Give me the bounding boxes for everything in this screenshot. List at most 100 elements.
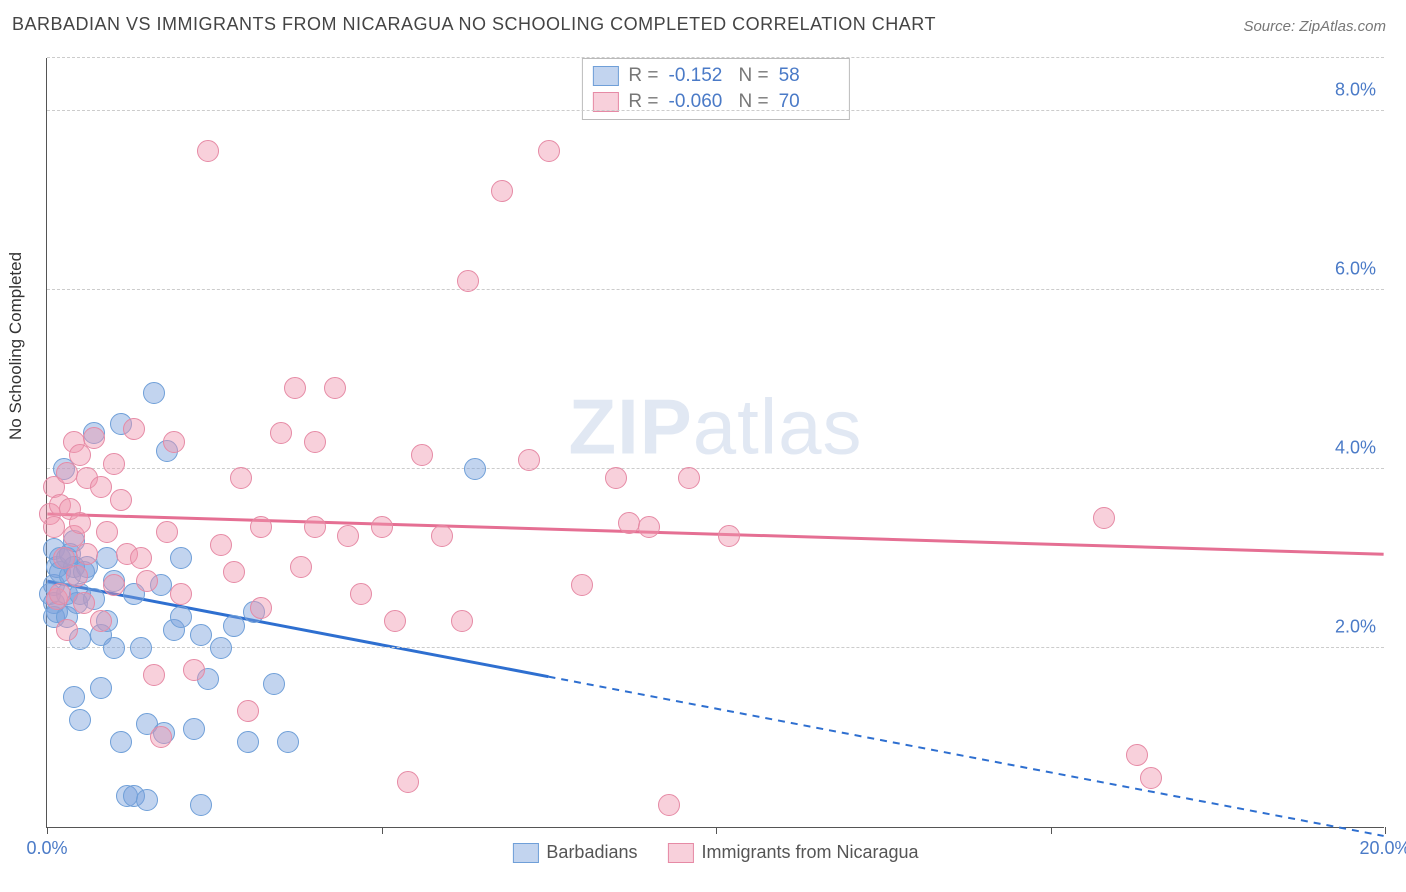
data-point [103,574,125,596]
data-point [337,525,359,547]
plot-area: ZIPatlas R =-0.152N =58R =-0.060N =70 Ba… [46,58,1384,828]
legend-swatch [512,843,538,863]
data-point [678,467,700,489]
data-point [223,615,245,637]
y-axis-label: No Schooling Completed [6,252,26,440]
data-point [464,458,486,480]
data-point [150,726,172,748]
legend-series-label: Immigrants from Nicaragua [702,842,919,863]
data-point [658,794,680,816]
data-point [143,382,165,404]
data-point [130,547,152,569]
legend-row: R =-0.060N =70 [592,89,838,115]
legend-r-label: R = [628,65,658,87]
data-point [284,377,306,399]
data-point [130,637,152,659]
gridline-h [47,110,1384,111]
data-point [156,521,178,543]
data-point [270,422,292,444]
data-point [371,516,393,538]
data-point [718,525,740,547]
data-point [73,592,95,614]
data-point [83,427,105,449]
data-point [290,556,312,578]
data-point [103,637,125,659]
data-point [123,418,145,440]
data-point [518,449,540,471]
y-tick-label: 6.0% [1335,258,1376,279]
x-tick [382,827,383,834]
data-point [210,534,232,556]
legend-n-value: 58 [779,65,839,87]
data-point [190,794,212,816]
x-tick [1385,827,1386,834]
data-point [250,516,272,538]
data-point [56,462,78,484]
data-point [237,700,259,722]
data-point [210,637,232,659]
data-point [110,489,132,511]
data-point [69,512,91,534]
data-point [1140,767,1162,789]
y-tick-label: 8.0% [1335,79,1376,100]
data-point [277,731,299,753]
data-point [1126,744,1148,766]
series-legend: Barbadians Immigrants from Nicaragua [512,842,918,863]
x-tick [47,827,48,834]
data-point [69,709,91,731]
data-point [163,431,185,453]
data-point [618,512,640,534]
x-tick-label: 0.0% [26,838,67,859]
data-point [136,570,158,592]
data-point [605,467,627,489]
data-point [190,624,212,646]
chart-container: BARBADIAN VS IMMIGRANTS FROM NICARAGUA N… [0,0,1406,892]
trend-line [47,514,1383,554]
data-point [457,270,479,292]
legend-item: Immigrants from Nicaragua [668,842,919,863]
x-tick [1051,827,1052,834]
data-point [56,619,78,641]
data-point [170,583,192,605]
data-point [350,583,372,605]
data-point [397,771,419,793]
data-point [451,610,473,632]
data-point [230,467,252,489]
y-tick-label: 2.0% [1335,616,1376,637]
data-point [183,718,205,740]
data-point [69,444,91,466]
data-point [49,583,71,605]
y-tick-label: 4.0% [1335,437,1376,458]
data-point [143,664,165,686]
data-point [170,606,192,628]
data-point [304,431,326,453]
data-point [571,574,593,596]
data-point [263,673,285,695]
gridline-h [47,57,1384,58]
legend-row: R =-0.152N =58 [592,63,838,89]
source-label: Source: ZipAtlas.com [1243,18,1386,35]
legend-swatch [592,66,618,86]
data-point [90,677,112,699]
data-point [250,597,272,619]
data-point [43,516,65,538]
legend-item: Barbadians [512,842,637,863]
legend-n-label: N = [739,65,769,87]
data-point [63,686,85,708]
data-point [237,731,259,753]
data-point [324,377,346,399]
data-point [136,789,158,811]
legend-swatch [668,843,694,863]
data-point [491,180,513,202]
data-point [538,140,560,162]
data-point [66,565,88,587]
gridline-h [47,647,1384,648]
data-point [103,453,125,475]
data-point [431,525,453,547]
data-point [638,516,660,538]
data-point [170,547,192,569]
data-point [1093,507,1115,529]
data-point [96,547,118,569]
x-tick [716,827,717,834]
data-point [110,731,132,753]
